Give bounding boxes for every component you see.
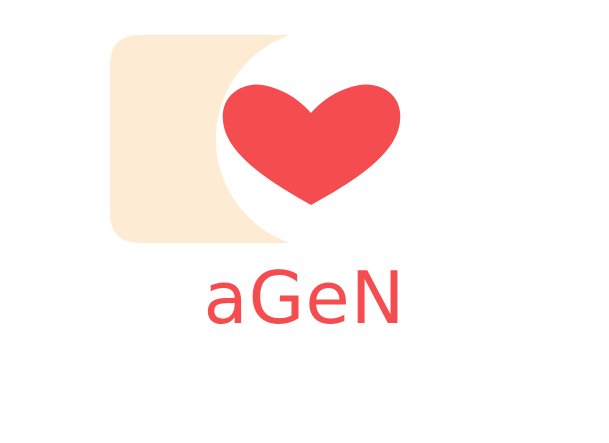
brand-wordmark: aGeN: [203, 256, 406, 340]
backdrop-card: [110, 35, 290, 243]
heart-icon: [222, 84, 401, 205]
